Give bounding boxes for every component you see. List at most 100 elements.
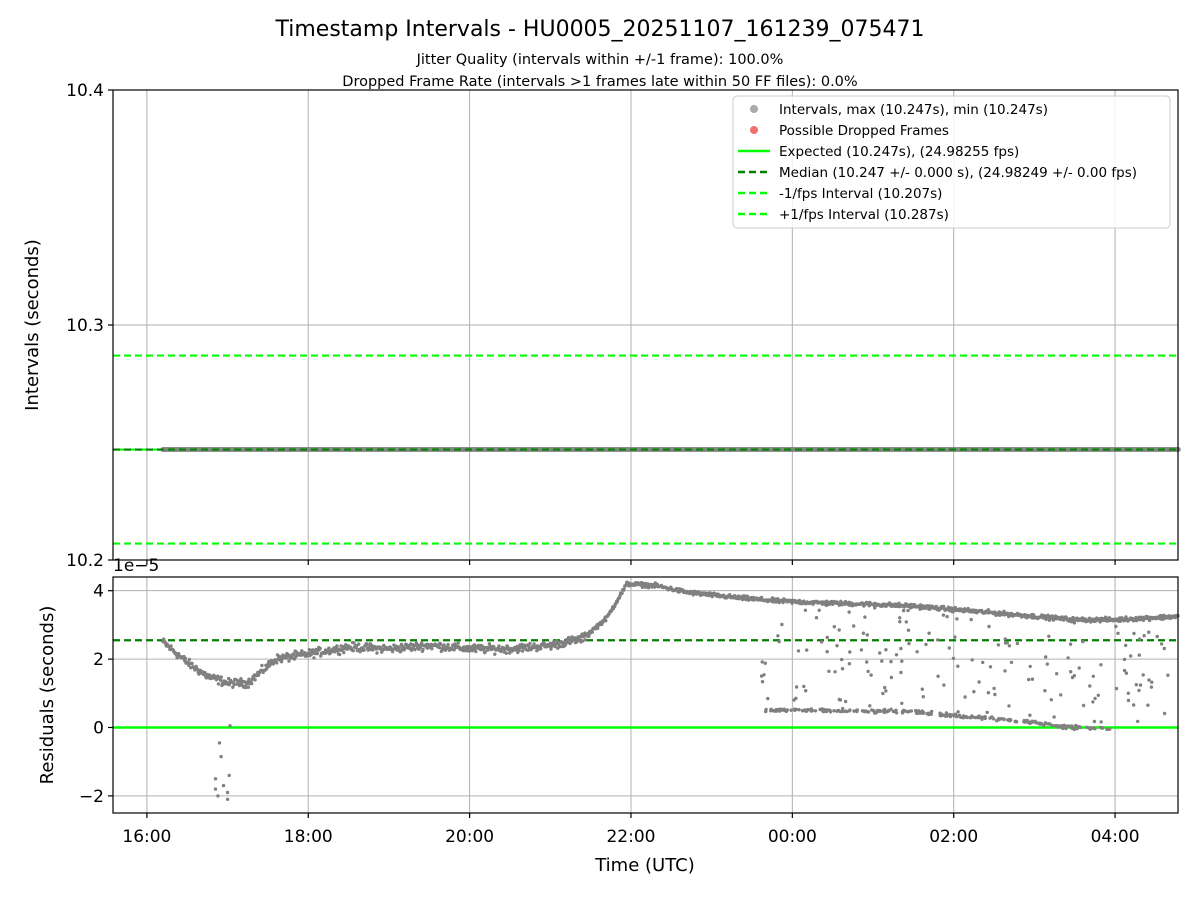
residual-point-scatter bbox=[1015, 641, 1020, 646]
residual-point-scatter bbox=[1070, 675, 1075, 680]
legend-marker bbox=[750, 105, 758, 113]
residual-point bbox=[622, 587, 626, 591]
residual-point-scatter bbox=[953, 635, 957, 639]
residual-point-scatter bbox=[927, 631, 931, 635]
residual-point-scatter bbox=[1141, 673, 1145, 677]
residual-point-scatter bbox=[1137, 688, 1141, 693]
legend-box bbox=[732, 95, 1171, 229]
residual-point bbox=[438, 642, 443, 646]
residual-point-scatter bbox=[942, 683, 946, 687]
residual-point-lower bbox=[822, 709, 826, 714]
residual-point bbox=[420, 641, 424, 645]
legend-marker bbox=[750, 126, 758, 134]
residual-point-scatter bbox=[955, 617, 959, 621]
residual-point-lower bbox=[915, 711, 919, 716]
residual-point-lower bbox=[969, 715, 973, 719]
residual-point-scatter bbox=[792, 698, 796, 702]
residual-point-scatter bbox=[1069, 670, 1073, 674]
residual-point-scatter bbox=[837, 697, 841, 702]
chart-subtitle-dropped: Dropped Frame Rate (intervals >1 frames … bbox=[342, 74, 857, 90]
residual-point-scatter bbox=[904, 620, 908, 624]
residual-point-scatter bbox=[1049, 698, 1054, 702]
residual-point-scatter bbox=[924, 642, 928, 647]
residual-point bbox=[532, 642, 536, 646]
residual-point-scatter bbox=[899, 670, 903, 675]
residual-point bbox=[549, 647, 553, 651]
residual-point-lower bbox=[836, 708, 840, 713]
residual-point-scatter bbox=[996, 643, 1001, 647]
legend-label: +1/fps Interval (10.287s) bbox=[779, 207, 949, 223]
residual-point-lower bbox=[977, 715, 981, 719]
residual-outlier bbox=[216, 794, 220, 798]
residual-point-scatter bbox=[1137, 637, 1142, 641]
residual-outlier bbox=[213, 787, 218, 791]
residual-point-scatter bbox=[956, 710, 960, 714]
residual-point-scatter bbox=[803, 608, 808, 612]
residual-point-scatter bbox=[898, 620, 902, 624]
residual-point-scatter bbox=[1003, 637, 1007, 641]
residual-point bbox=[437, 645, 441, 650]
residual-point-lower bbox=[818, 707, 822, 712]
residual-point-scatter bbox=[873, 606, 877, 610]
residual-point bbox=[231, 685, 235, 689]
residual-point-lower bbox=[983, 716, 987, 721]
bottom-residual-points bbox=[161, 580, 1180, 801]
legend-label: -1/fps Interval (10.207s) bbox=[779, 186, 942, 202]
residual-point-lower bbox=[784, 709, 788, 714]
residual-point-lower bbox=[1036, 721, 1040, 725]
residual-point-scatter bbox=[988, 665, 993, 669]
residual-point bbox=[421, 647, 425, 652]
residual-point-scatter bbox=[762, 673, 766, 677]
residual-point-scatter bbox=[1159, 642, 1164, 646]
residual-point-lower bbox=[926, 711, 930, 715]
residual-point bbox=[243, 685, 248, 690]
residual-point bbox=[312, 656, 316, 660]
residual-point bbox=[526, 648, 530, 652]
residual-point-scatter bbox=[1081, 639, 1085, 644]
legend-label: Median (10.247 +/- 0.000 s), (24.98249 +… bbox=[779, 165, 1137, 181]
residual-point-scatter bbox=[869, 673, 873, 677]
residual-point-lower bbox=[866, 710, 871, 714]
residual-point-scatter bbox=[1077, 666, 1081, 670]
residual-point bbox=[558, 644, 562, 649]
residual-point-scatter bbox=[1150, 680, 1154, 684]
residual-point-scatter bbox=[1136, 719, 1140, 724]
residual-point-scatter bbox=[880, 659, 884, 663]
residual-outlier bbox=[227, 773, 231, 778]
residual-point-scatter bbox=[777, 639, 781, 644]
bottom-xtick-label: 00:00 bbox=[768, 827, 817, 847]
residual-point-lower bbox=[948, 714, 953, 719]
residual-point bbox=[1103, 615, 1108, 619]
residual-point-scatter bbox=[1099, 663, 1103, 667]
residual-point-lower bbox=[828, 710, 833, 714]
residual-point-scatter bbox=[921, 695, 925, 699]
residual-point-scatter bbox=[981, 660, 985, 665]
residual-point bbox=[357, 642, 361, 646]
residual-point-scatter bbox=[1092, 719, 1097, 724]
top-y-ticks: 10.2 10.3 10.4 bbox=[66, 81, 1116, 571]
residual-point-scatter bbox=[1028, 713, 1032, 717]
residual-point-scatter bbox=[1129, 654, 1133, 658]
bottom-xtick-label: 16:00 bbox=[122, 827, 171, 847]
chart-subtitle-jitter: Jitter Quality (intervals within +/-1 fr… bbox=[416, 52, 784, 68]
residual-point-scatter bbox=[883, 685, 887, 690]
residual-point bbox=[218, 678, 223, 682]
residual-point-scatter bbox=[848, 650, 852, 654]
residual-point bbox=[497, 644, 501, 648]
residual-point-scatter bbox=[936, 638, 940, 642]
residual-point-scatter bbox=[805, 648, 809, 652]
residual-point-scatter bbox=[941, 613, 946, 617]
residual-point-scatter bbox=[991, 611, 996, 616]
residual-point-scatter bbox=[840, 657, 844, 662]
residual-point-scatter bbox=[1091, 700, 1095, 704]
residual-point-scatter bbox=[899, 646, 903, 651]
residual-point bbox=[351, 649, 355, 653]
residual-point-scatter bbox=[889, 707, 893, 711]
residual-point bbox=[504, 651, 508, 655]
residual-point bbox=[456, 641, 460, 645]
residual-point bbox=[517, 648, 521, 653]
residual-outlier bbox=[221, 783, 226, 788]
residual-point-lower bbox=[792, 707, 797, 711]
residual-point-lower bbox=[1060, 723, 1065, 728]
residual-point bbox=[604, 619, 608, 623]
